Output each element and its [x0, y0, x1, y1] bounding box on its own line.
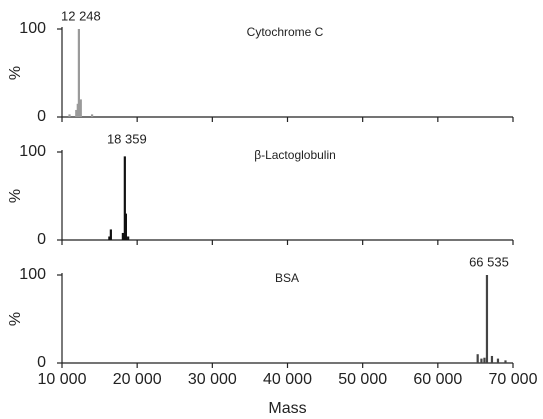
- panel-title: Cytochrome C: [247, 25, 324, 39]
- y-tick-label: 100: [19, 20, 46, 37]
- panel-title: β-Lactoglobulin: [254, 148, 336, 162]
- y-axis-label: %: [7, 66, 24, 80]
- y-tick-label: 100: [19, 143, 46, 160]
- x-tick-label: 20 000: [113, 371, 162, 388]
- x-tick-label: 40 000: [263, 371, 312, 388]
- x-tick-label: 10 000: [38, 371, 87, 388]
- y-tick-label: 0: [37, 108, 46, 125]
- peak-label: 66 535: [469, 254, 509, 269]
- x-tick-label: 60 000: [413, 371, 462, 388]
- y-axis-label: %: [7, 312, 24, 326]
- x-axis-label: Mass: [268, 400, 306, 417]
- x-tick-label: 50 000: [338, 371, 387, 388]
- x-tick-label: 70 000: [489, 371, 538, 388]
- y-axis-label: %: [7, 189, 24, 203]
- peak-label: 12 248: [61, 8, 101, 23]
- peak-label: 18 359: [107, 131, 147, 146]
- panel-title: BSA: [275, 271, 299, 285]
- x-tick-label: 30 000: [188, 371, 237, 388]
- y-tick-label: 0: [37, 354, 46, 371]
- y-tick-label: 100: [19, 266, 46, 283]
- y-tick-label: 0: [37, 231, 46, 248]
